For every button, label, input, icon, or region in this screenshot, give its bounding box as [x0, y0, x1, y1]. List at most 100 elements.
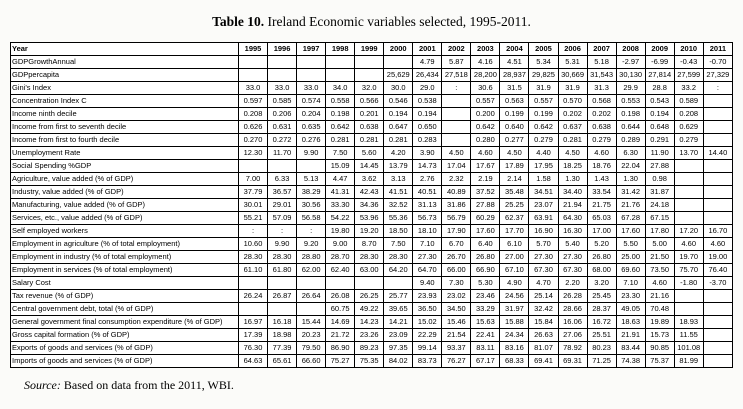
- table-cell: 0.277: [499, 133, 530, 147]
- row-label: Central government debt, total (% of GDP…: [10, 302, 239, 316]
- table-cell: 0.635: [296, 120, 327, 134]
- table-cell: 23.26: [354, 328, 385, 342]
- table-cell: 3.62: [354, 172, 385, 186]
- table-cell: -2.97: [615, 55, 646, 69]
- table-cell: [702, 159, 734, 173]
- table-row: Gross capital formation (% of GDP) 17.39 1…: [10, 328, 734, 342]
- table-cell: 15.73: [644, 328, 675, 342]
- table-row: Exports of goods and services (% of GDP)…: [10, 341, 734, 355]
- table-cell: 8.70: [354, 237, 385, 251]
- table-cell: 17.60: [615, 224, 646, 238]
- table-cell: 0.194: [383, 107, 414, 121]
- table-cell: 26.24: [237, 289, 269, 303]
- table-cell: 27.88: [644, 159, 675, 173]
- table-cell: 25,629: [383, 68, 414, 82]
- table-cell: 66.60: [296, 354, 327, 368]
- table-cell: [702, 94, 734, 108]
- table-cell: [325, 55, 356, 69]
- table-cell: 26.70: [441, 250, 472, 264]
- table-cell: 0.198: [615, 107, 646, 121]
- column-header: 2006: [557, 42, 588, 56]
- table-cell: 63.91: [528, 211, 559, 225]
- table-cell: 9.90: [267, 237, 298, 251]
- table-cell: 14.73: [412, 159, 443, 173]
- table-cell: 0.206: [267, 107, 298, 121]
- table-cell: 55.36: [383, 211, 414, 225]
- table-cell: 30.01: [237, 198, 269, 212]
- source-label: Source:: [24, 378, 61, 392]
- table-cell: 66.00: [441, 263, 472, 277]
- table-cell: 4.60: [586, 146, 617, 160]
- table-cell: 19.89: [644, 315, 675, 329]
- table-cell: 33.30: [325, 198, 356, 212]
- table-cell: 30.0: [383, 81, 414, 95]
- table-cell: 3.20: [586, 276, 617, 290]
- table-cell: 17.60: [470, 224, 501, 238]
- row-label: Exports of goods and services (% of GDP): [10, 341, 239, 355]
- table-cell: 6.10: [499, 237, 530, 251]
- table-cell: 5.87: [441, 55, 472, 69]
- row-label: Employment in agriculture (% of total em…: [10, 237, 239, 251]
- table-cell: [237, 302, 269, 316]
- column-header: 1995: [237, 42, 269, 56]
- table-cell: [673, 198, 704, 212]
- table-cell: 9.90: [296, 146, 327, 160]
- table-row: Unemployment Rate 12.30 11.70 9.90 7.50 5.60 4…: [10, 146, 734, 160]
- table-cell: 18.10: [412, 224, 443, 238]
- table-cell: 67.30: [528, 263, 559, 277]
- table-cell: 0.650: [412, 120, 443, 134]
- table-cell: 7.30: [441, 276, 472, 290]
- table-row: Gini's Index 33.0 33.0 33.0 34.0 32.0 30.0 29.0…: [10, 81, 734, 95]
- table-cell: 25.00: [615, 250, 646, 264]
- table-cell: 33.0: [267, 81, 298, 95]
- table-cell: 17.90: [441, 224, 472, 238]
- table-cell: [673, 172, 704, 186]
- column-header: 2005: [528, 42, 559, 56]
- table-cell: 0.199: [499, 107, 530, 121]
- table-cell: 0.538: [412, 94, 443, 108]
- table-cell: 17.80: [644, 224, 675, 238]
- table-cell: 75.37: [644, 354, 675, 368]
- table-cell: [325, 68, 356, 82]
- table-cell: 6.30: [615, 146, 646, 160]
- table-cell: 0.566: [354, 94, 385, 108]
- table-cell: [702, 354, 734, 368]
- table-cell: 0.642: [528, 120, 559, 134]
- table-cell: 75.35: [354, 354, 385, 368]
- table-cell: 0.570: [557, 94, 588, 108]
- table-cell: 67.15: [644, 211, 675, 225]
- table-cell: 5.13: [296, 172, 327, 186]
- table-cell: 0.546: [383, 94, 414, 108]
- table-cell: 31.87: [644, 185, 675, 199]
- table-cell: 28.80: [296, 250, 327, 264]
- table-cell: 17.89: [499, 159, 530, 173]
- table-cell: 31.97: [499, 302, 530, 316]
- table-cell: 23.07: [528, 198, 559, 212]
- table-cell: 26.08: [325, 289, 356, 303]
- table-cell: 6.33: [267, 172, 298, 186]
- table-cell: 34.0: [325, 81, 356, 95]
- row-label: Gini's Index: [10, 81, 239, 95]
- row-label: Imports of goods and services (% of GDP): [10, 354, 239, 368]
- column-header: 2008: [615, 42, 646, 56]
- table-cell: 26.63: [528, 328, 559, 342]
- table-cell: 27.30: [528, 250, 559, 264]
- table-cell: 5.60: [354, 146, 385, 160]
- table-cell: 63.00: [354, 263, 385, 277]
- table-cell: 9.40: [412, 276, 443, 290]
- table-cell: 56.79: [441, 211, 472, 225]
- table-cell: 0.557: [470, 94, 501, 108]
- table-row: Employment in services (% of total emplo…: [10, 263, 734, 277]
- table-cell: 28.8: [644, 81, 675, 95]
- table-cell: -0.70: [702, 55, 734, 69]
- table-cell: 17.04: [441, 159, 472, 173]
- table-cell: 0.585: [267, 94, 298, 108]
- table-cell: 0.272: [267, 133, 298, 147]
- table-cell: 22.41: [470, 328, 501, 342]
- table-cell: :: [702, 81, 734, 95]
- table-row: Employment in industry (% of total emplo…: [10, 250, 734, 264]
- column-header: 1996: [267, 42, 298, 56]
- table-cell: 33.2: [673, 81, 704, 95]
- table-cell: 0.194: [644, 107, 675, 121]
- table-cell: 101.08: [673, 341, 704, 355]
